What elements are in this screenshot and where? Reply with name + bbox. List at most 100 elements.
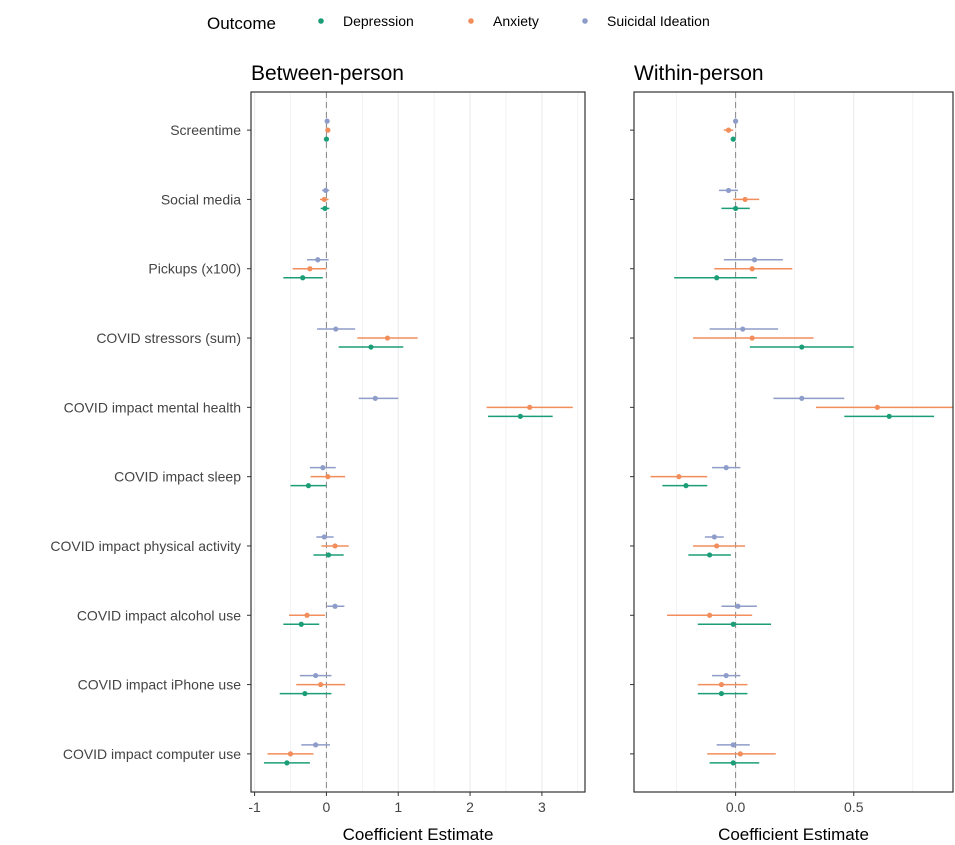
point-depression-covid-impact-physical-activity bbox=[707, 552, 713, 558]
point-suicidal-ideation-covid-impact-sleep bbox=[320, 465, 326, 471]
point-anxiety-covid-stressors-sum bbox=[384, 335, 391, 341]
point-depression-covid-impact-mental-health bbox=[517, 413, 523, 419]
panel-border bbox=[250, 91, 586, 793]
x-tick-label: 0.5 bbox=[844, 799, 864, 815]
y-label-covid-impact-iphone-use: COVID impact iPhone use bbox=[78, 677, 242, 693]
legend-swatch-depression bbox=[318, 18, 324, 24]
point-depression-covid-impact-iphone-use bbox=[718, 690, 725, 697]
point-depression-covid-impact-alcohol-use bbox=[298, 621, 304, 627]
point-anxiety-covid-impact-sleep bbox=[676, 474, 682, 480]
series-suicidal-ideation bbox=[704, 118, 845, 748]
x-tick-label: -1 bbox=[248, 799, 261, 815]
predictor-labels: Screentime Social media Pickups (x100) COVI… bbox=[50, 122, 241, 762]
point-suicidal-ideation-covid-impact-iphone-use bbox=[723, 672, 729, 679]
point-depression-screentime bbox=[730, 136, 736, 142]
point-suicidal-ideation-covid-stressors-sum bbox=[740, 326, 746, 332]
point-anxiety-covid-impact-iphone-use bbox=[318, 681, 324, 688]
point-anxiety-covid-impact-mental-health bbox=[527, 404, 533, 410]
point-anxiety-screentime bbox=[325, 127, 331, 133]
point-anxiety-pickups-x100 bbox=[307, 266, 313, 272]
point-anxiety-covid-impact-alcohol-use bbox=[707, 612, 713, 618]
panel-between-person: Between-person -1 0 1 2 3 Coefficient Estimate bbox=[247, 62, 586, 844]
panels: Between-person -1 0 1 2 3 Coefficient Estimate… bbox=[247, 62, 954, 844]
point-depression-covid-stressors-sum bbox=[368, 344, 374, 350]
panel-title: Between-person bbox=[251, 62, 404, 85]
point-suicidal-ideation-screentime bbox=[324, 118, 330, 124]
point-depression-social-media bbox=[322, 205, 328, 212]
point-anxiety-screentime bbox=[725, 127, 732, 133]
point-suicidal-ideation-covid-impact-alcohol-use bbox=[332, 603, 338, 609]
point-depression-covid-impact-sleep bbox=[305, 483, 312, 489]
panel-title: Within-person bbox=[634, 62, 764, 85]
point-suicidal-ideation-covid-impact-physical-activity bbox=[321, 534, 327, 540]
point-suicidal-ideation-covid-impact-computer-use bbox=[730, 742, 736, 748]
point-depression-covid-impact-physical-activity bbox=[325, 552, 332, 558]
legend-label-depression: Depression bbox=[343, 13, 414, 29]
point-depression-pickups-x100 bbox=[714, 275, 720, 281]
x-tick-label: 0.0 bbox=[726, 799, 746, 815]
point-anxiety-covid-impact-mental-health bbox=[874, 404, 880, 410]
y-label-covid-impact-physical-activity: COVID impact physical activity bbox=[50, 538, 241, 554]
point-depression-covid-stressors-sum bbox=[799, 344, 805, 350]
series-depression bbox=[662, 136, 935, 766]
panel-border bbox=[633, 91, 954, 793]
x-axis-label: Coefficient Estimate bbox=[718, 825, 869, 844]
point-suicidal-ideation-social-media bbox=[323, 187, 329, 194]
legend-label-anxiety: Anxiety bbox=[493, 13, 539, 29]
point-anxiety-covid-impact-computer-use bbox=[287, 751, 294, 757]
legend: Outcome Depression Anxiety Suicidal Ideatio… bbox=[207, 13, 710, 33]
point-depression-covid-impact-sleep bbox=[683, 483, 689, 489]
point-suicidal-ideation-covid-stressors-sum bbox=[333, 326, 339, 332]
point-depression-covid-impact-iphone-use bbox=[302, 690, 308, 697]
point-suicidal-ideation-covid-impact-iphone-use bbox=[313, 672, 319, 679]
point-anxiety-covid-impact-iphone-use bbox=[718, 681, 725, 688]
point-depression-covid-impact-mental-health bbox=[886, 413, 892, 419]
point-depression-pickups-x100 bbox=[300, 275, 306, 281]
y-label-covid-impact-mental-health: COVID impact mental health bbox=[64, 399, 241, 415]
legend-swatch-anxiety bbox=[468, 18, 474, 24]
point-depression-covid-impact-alcohol-use bbox=[730, 621, 736, 627]
x-tick-label: 1 bbox=[394, 799, 402, 815]
point-depression-social-media bbox=[733, 205, 739, 212]
point-anxiety-covid-impact-sleep bbox=[325, 474, 331, 480]
point-anxiety-social-media bbox=[742, 196, 748, 203]
x-axis-label: Coefficient Estimate bbox=[343, 825, 494, 844]
series-depression bbox=[263, 136, 553, 766]
point-depression-screentime bbox=[323, 136, 330, 142]
series-suicidal-ideation bbox=[299, 118, 399, 748]
point-suicidal-ideation-pickups-x100 bbox=[751, 257, 758, 263]
point-suicidal-ideation-pickups-x100 bbox=[315, 257, 321, 263]
point-anxiety-covid-impact-computer-use bbox=[737, 751, 743, 757]
panel-within-person: Within-person 0.0 0.5 Coefficient Estimate bbox=[630, 62, 954, 844]
point-suicidal-ideation-covid-impact-mental-health bbox=[372, 395, 378, 401]
x-tick-label: 3 bbox=[538, 799, 546, 815]
point-suicidal-ideation-covid-impact-alcohol-use bbox=[735, 603, 741, 609]
x-tick-label: 2 bbox=[466, 799, 474, 815]
y-label-covid-impact-alcohol-use: COVID impact alcohol use bbox=[77, 607, 241, 623]
point-anxiety-covid-impact-physical-activity bbox=[332, 543, 338, 549]
y-label-covid-impact-computer-use: COVID impact computer use bbox=[63, 746, 241, 762]
y-label-covid-stressors-sum: COVID stressors (sum) bbox=[96, 330, 241, 346]
point-suicidal-ideation-covid-impact-sleep bbox=[723, 465, 729, 471]
series-anxiety bbox=[267, 127, 573, 757]
legend-title: Outcome bbox=[207, 14, 276, 33]
y-label-screentime: Screentime bbox=[170, 122, 241, 138]
point-anxiety-social-media bbox=[321, 196, 327, 203]
y-label-social-media: Social media bbox=[161, 191, 241, 207]
x-tick-label: 0 bbox=[323, 799, 331, 815]
point-depression-covid-impact-computer-use bbox=[284, 760, 290, 766]
point-anxiety-covid-impact-physical-activity bbox=[714, 543, 720, 549]
point-anxiety-covid-impact-alcohol-use bbox=[304, 612, 310, 618]
legend-label-suicidal-ideation: Suicidal Ideation bbox=[607, 13, 710, 29]
point-anxiety-covid-stressors-sum bbox=[749, 335, 755, 341]
point-suicidal-ideation-covid-impact-mental-health bbox=[799, 395, 805, 401]
point-depression-covid-impact-computer-use bbox=[730, 760, 736, 766]
legend-swatch-suicidal-ideation bbox=[582, 18, 588, 24]
point-suicidal-ideation-covid-impact-computer-use bbox=[313, 742, 319, 748]
point-suicidal-ideation-social-media bbox=[725, 187, 732, 194]
y-label-covid-impact-sleep: COVID impact sleep bbox=[114, 469, 241, 485]
point-suicidal-ideation-screentime bbox=[733, 118, 739, 124]
point-suicidal-ideation-covid-impact-physical-activity bbox=[711, 534, 717, 540]
y-label-pickups-x100: Pickups (x100) bbox=[148, 261, 241, 277]
